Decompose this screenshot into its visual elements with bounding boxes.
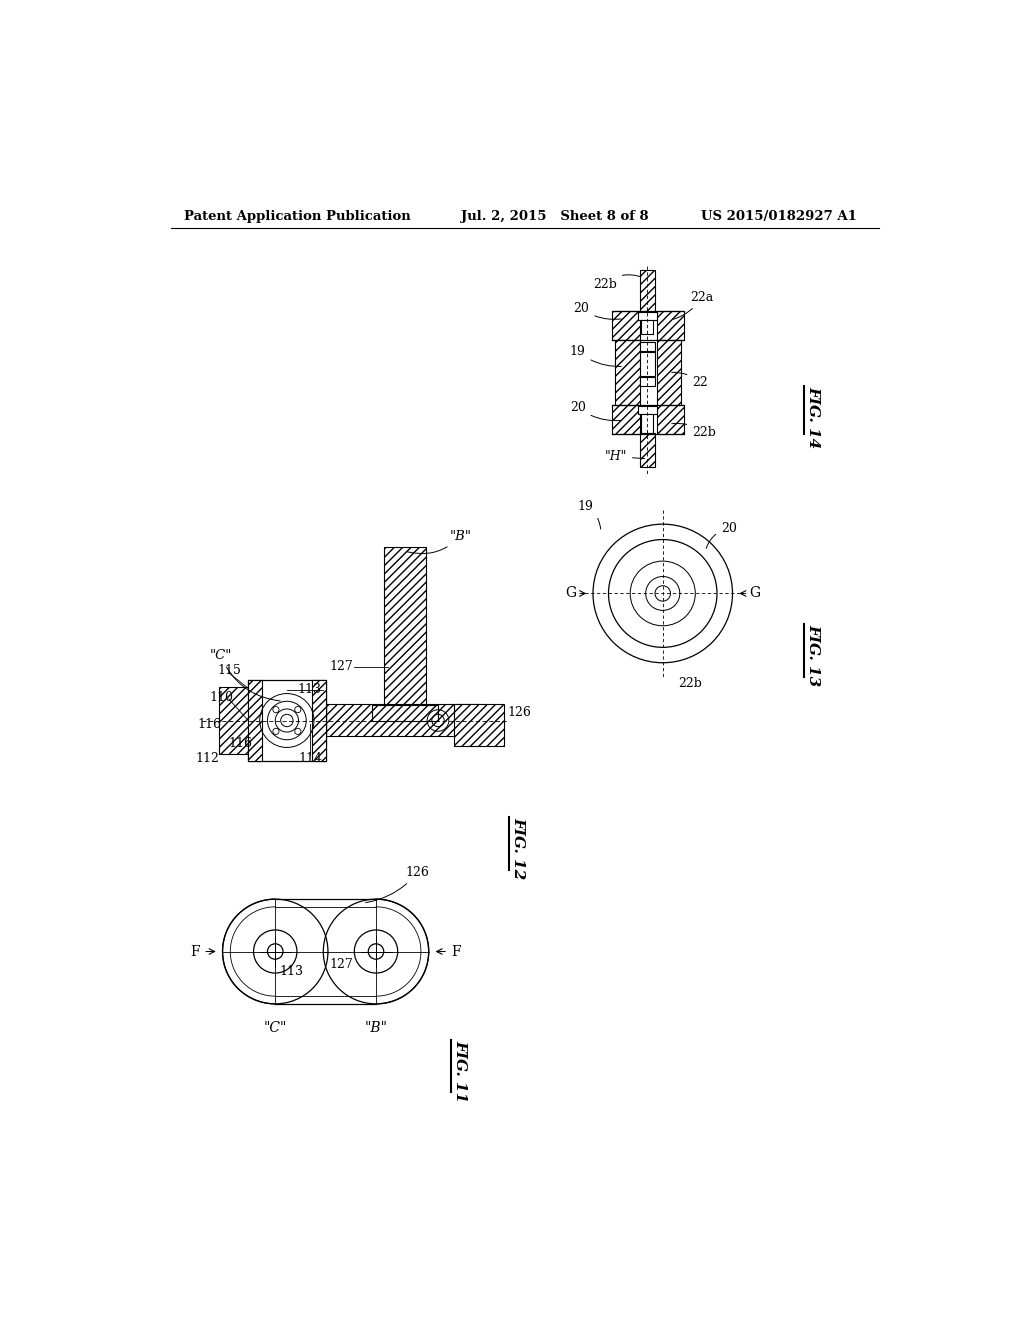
Bar [248,681,262,760]
Text: "B": "B" [365,1020,387,1035]
Bar [372,705,438,721]
Bar [641,321,653,334]
Bar [384,548,426,705]
Text: 22b: 22b [593,275,641,290]
Text: 115: 115 [217,664,241,677]
Text: 113: 113 [280,965,303,978]
Bar [612,312,640,341]
Bar [641,414,653,433]
Text: 113: 113 [298,684,322,696]
Text: 126: 126 [366,866,429,903]
Text: 20: 20 [573,302,622,319]
Text: "B": "B" [408,529,472,553]
Bar [219,686,248,755]
Bar [656,341,681,405]
Text: 22b: 22b [672,424,716,438]
Bar [612,405,640,434]
Text: 22: 22 [672,372,708,388]
Text: FIG. 11: FIG. 11 [454,1040,468,1102]
Text: 20: 20 [569,401,622,421]
Bar [640,271,655,313]
Bar [640,433,655,467]
Bar [638,313,656,321]
Text: "H": "H" [604,450,644,463]
Text: Jul. 2, 2015   Sheet 8 of 8: Jul. 2, 2015 Sheet 8 of 8 [461,210,649,223]
Bar [454,704,504,746]
Text: G: G [750,586,761,601]
Text: 127: 127 [329,660,352,673]
Text: 127: 127 [330,958,353,970]
Bar [640,342,655,351]
Text: 112: 112 [196,752,219,766]
Text: 22b: 22b [678,677,702,689]
Text: FIG. 13: FIG. 13 [806,624,820,686]
Bar [640,378,655,387]
Bar [311,681,326,760]
Text: 114: 114 [298,752,323,766]
Bar [638,407,656,414]
Bar [248,681,326,760]
Text: 110: 110 [209,690,233,704]
Bar [326,704,480,737]
Text: Patent Application Publication: Patent Application Publication [183,210,411,223]
Bar [640,352,655,376]
Text: FIG. 14: FIG. 14 [806,385,820,447]
Text: "C": "C" [209,649,281,701]
Text: F: F [190,945,200,958]
Text: 19: 19 [569,345,622,367]
Text: 20: 20 [707,521,736,548]
Bar [656,312,684,341]
Text: US 2015/0182927 A1: US 2015/0182927 A1 [700,210,856,223]
Bar [614,341,640,405]
Text: FIG. 12: FIG. 12 [512,817,525,879]
Text: 22a: 22a [673,290,713,319]
Text: "C": "C" [263,1020,287,1035]
Text: 19: 19 [578,500,601,529]
Text: G: G [565,586,575,601]
Text: 116: 116 [198,718,222,731]
Text: 116: 116 [228,737,253,750]
Bar [656,405,684,434]
Text: F: F [452,945,461,958]
Text: 126: 126 [508,706,531,719]
